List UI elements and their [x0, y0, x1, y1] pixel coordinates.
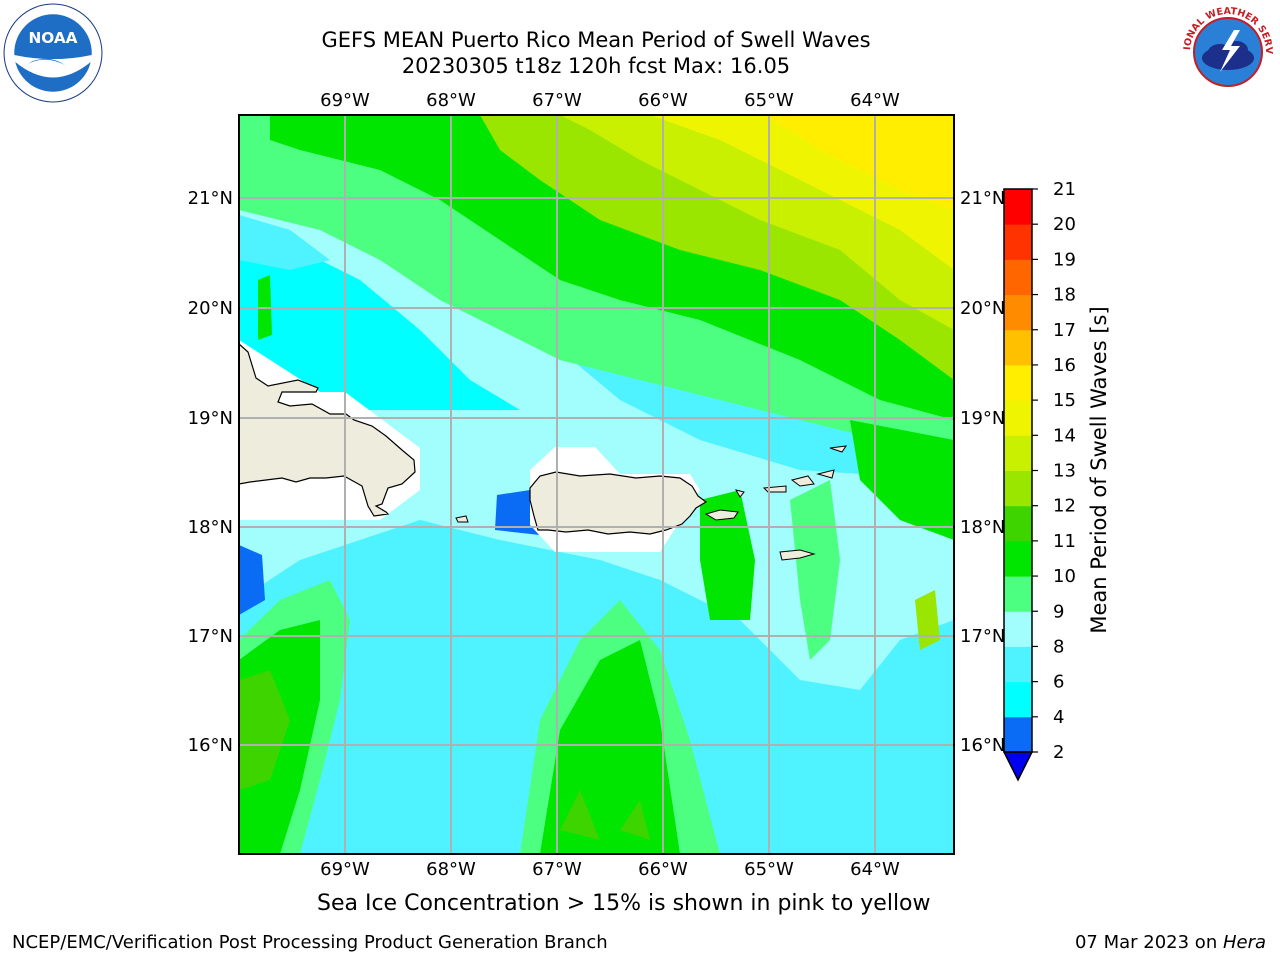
- lat-tick-right-18: 18°N: [960, 517, 1005, 538]
- colorbar-tick-label: 8: [1053, 636, 1064, 657]
- colorbar-segment: [1004, 646, 1032, 683]
- land-virgin-islands: [762, 469, 835, 493]
- colorbar-segment: [1004, 576, 1032, 612]
- colorbar-tick-label: 14: [1053, 425, 1076, 446]
- lat-tick-left-19: 19°N: [188, 408, 233, 429]
- colorbar-tick-label: 20: [1053, 214, 1076, 235]
- swell-period-field: [239, 115, 954, 854]
- colorbar-tick-label: 9: [1053, 601, 1064, 622]
- lon-tick-bottom-69: 69°W: [320, 859, 370, 880]
- land-anegada: [829, 445, 848, 453]
- lat-tick-right-16: 16°N: [960, 735, 1005, 756]
- lon-tick-bottom-64: 64°W: [850, 859, 900, 880]
- colorbar-tick-label: 4: [1053, 707, 1064, 728]
- colorbar-segment: [1004, 259, 1032, 296]
- field-blob-vieques: [700, 490, 755, 620]
- field-plume-sw-core: [239, 670, 290, 790]
- colorbar-tick-label: 15: [1053, 390, 1076, 411]
- colorbar-tick-label: 10: [1053, 566, 1076, 587]
- footer-date: 07 Mar 2023 on Hera: [1075, 932, 1266, 954]
- lat-tick-right-17: 17°N: [960, 626, 1005, 647]
- colorbar-segment: [1004, 329, 1032, 366]
- lat-tick-left-17: 17°N: [188, 626, 233, 647]
- nws-logo: NATIONAL WEATHER SERVICE: [1178, 2, 1276, 100]
- colorbar-tick-label: 6: [1053, 672, 1064, 693]
- colorbar-segment: [1004, 224, 1032, 260]
- lon-tick-bottom-68: 68°W: [426, 859, 476, 880]
- field-band-15-16: [760, 115, 954, 210]
- colorbar-tick-label: 18: [1053, 285, 1076, 306]
- chart-subtitle: 20230305 t18z 120h fcst Max: 16.05: [401, 54, 791, 78]
- lat-tick-left-18: 18°N: [188, 517, 233, 538]
- sea-ice-note: Sea Ice Concentration > 15% is shown in …: [317, 891, 931, 916]
- lat-tick-right-21: 21°N: [960, 188, 1005, 209]
- colorbar-tick-label: 11: [1053, 531, 1076, 552]
- colorbar: 2 4 6 8 9 10 11 12 13 14 15 16 17 18 19 20 21: [1002, 179, 1076, 782]
- map-gridlines: [239, 115, 954, 854]
- colorbar-segment: [1004, 540, 1032, 577]
- field-low-spot-monapassage: [495, 490, 540, 535]
- colorbar-tick-label: 12: [1053, 496, 1076, 517]
- colorbar-segment: [1004, 716, 1032, 753]
- colorbar-segment: [1004, 470, 1032, 507]
- colorbar-tick-label: 19: [1053, 249, 1076, 270]
- lat-tick-left-16: 16°N: [188, 735, 233, 756]
- lon-tick-top-64: 64°W: [850, 90, 900, 111]
- colorbar-segment: [1004, 294, 1032, 331]
- noaa-logo-text: NOAA: [28, 29, 77, 47]
- land-hispaniola: [239, 343, 416, 517]
- lat-tick-left-20: 20°N: [188, 298, 233, 319]
- field-blob-stcroix: [790, 480, 840, 660]
- colorbar-under-arrow: [1002, 751, 1034, 782]
- lon-tick-bottom-67: 67°W: [532, 859, 582, 880]
- lon-tick-top-66: 66°W: [638, 90, 688, 111]
- colorbar-tick-label: 17: [1053, 320, 1076, 341]
- colorbar-segment: [1004, 681, 1032, 718]
- field-band-8-west: [239, 215, 330, 270]
- colorbar-label: Mean Period of Swell Waves [s]: [1087, 306, 1111, 633]
- field-low-spot-west: [239, 545, 265, 615]
- colorbar-tick-label: 2: [1053, 742, 1064, 763]
- land-vieques: [704, 509, 739, 521]
- lon-tick-top-65: 65°W: [744, 90, 794, 111]
- footer-date-text: 07 Mar 2023 on: [1074, 932, 1223, 953]
- colorbar-segment: [1004, 611, 1032, 647]
- map-frame: [238, 114, 955, 855]
- footer-credit: NCEP/EMC/Verification Post Processing Pr…: [12, 932, 608, 953]
- lon-tick-bottom-65: 65°W: [744, 859, 794, 880]
- lon-tick-bottom-66: 66°W: [638, 859, 688, 880]
- land-culebra: [734, 489, 745, 498]
- field-plume-south-core: [560, 790, 650, 840]
- noaa-logo: NOAA: [3, 3, 103, 103]
- field-band-6-8-west: [239, 230, 520, 410]
- colorbar-segment: [1004, 400, 1032, 436]
- lon-tick-top-69: 69°W: [320, 90, 370, 111]
- colorbar-segment: [1004, 364, 1032, 401]
- lat-tick-left-21: 21°N: [188, 188, 233, 209]
- colorbar-tick-label: 21: [1053, 179, 1076, 200]
- colorbar-segment: [1004, 189, 1032, 225]
- colorbar-segment: [1004, 505, 1032, 542]
- lat-tick-right-20: 20°N: [960, 298, 1005, 319]
- chart-title: GEFS MEAN Puerto Rico Mean Period of Swe…: [321, 28, 871, 52]
- colorbar-segment: [1004, 435, 1032, 471]
- land-mona: [455, 515, 469, 523]
- footer-host: Hera: [1222, 932, 1266, 953]
- colorbar-tick-label: 16: [1053, 355, 1076, 376]
- lat-tick-right-19: 19°N: [960, 408, 1005, 429]
- lon-tick-top-67: 67°W: [532, 90, 582, 111]
- land-st-croix: [779, 549, 816, 561]
- colorbar-tick-label: 13: [1053, 461, 1076, 482]
- lon-tick-top-68: 68°W: [426, 90, 476, 111]
